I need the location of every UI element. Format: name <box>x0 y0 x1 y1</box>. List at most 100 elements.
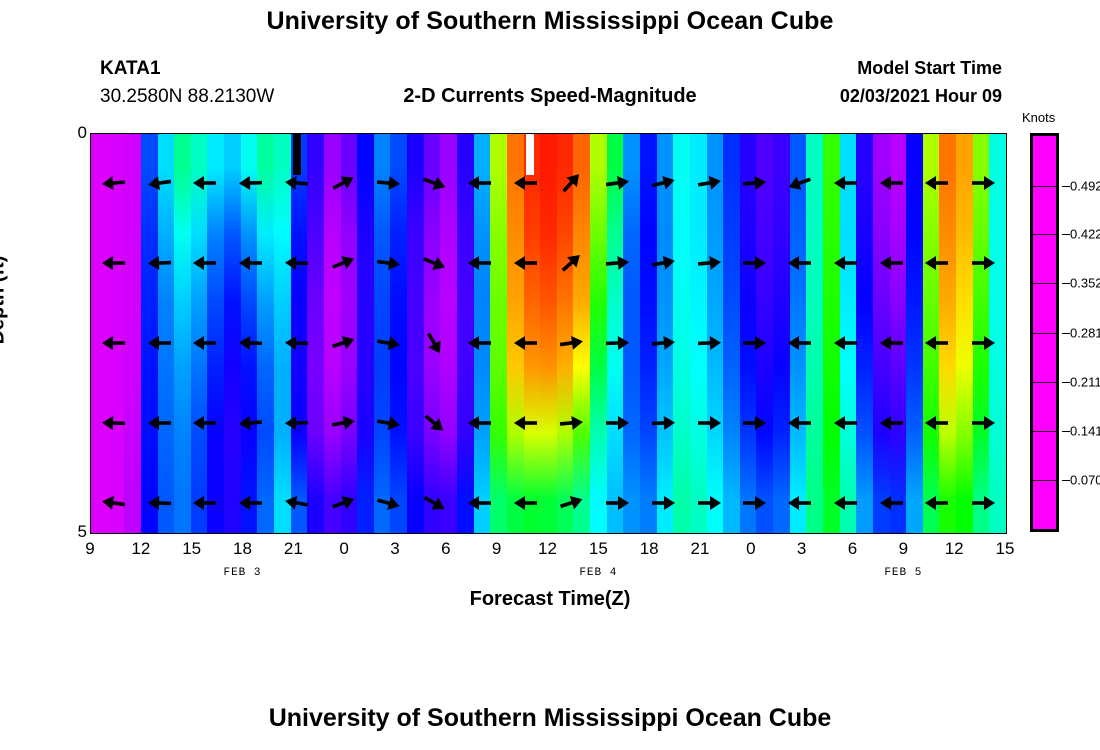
heatmap-column <box>956 134 974 533</box>
y-axis-tick-right <box>1006 201 1007 202</box>
heatmap-column <box>739 134 758 533</box>
colorbar-tick <box>1062 234 1070 236</box>
x-axis-day-label: FEB 5 <box>884 567 923 579</box>
heatmap-column <box>872 134 891 533</box>
x-axis-tick <box>345 533 346 534</box>
x-axis-tick <box>447 533 448 534</box>
colorbar-tick-label: 0.492 <box>1070 178 1100 194</box>
x-axis-tick <box>498 533 499 534</box>
x-axis-day-label: FEB 3 <box>223 567 262 579</box>
station-id-label: KATA1 <box>100 58 161 79</box>
heatmap-column <box>290 134 308 533</box>
heatmap-column <box>756 134 774 533</box>
x-axis-tick <box>294 533 295 534</box>
x-axis-title: Forecast Time(Z) <box>469 588 631 610</box>
x-axis-tick-top <box>650 133 651 134</box>
heatmap-column <box>856 134 874 533</box>
x-axis-tick-top <box>142 133 143 134</box>
x-axis-tick <box>599 533 600 534</box>
heatmap-column <box>506 134 525 533</box>
x-axis-tick-label: 18 <box>639 539 659 558</box>
heatmap-color-field <box>91 134 1006 533</box>
x-axis-tick-top <box>345 133 346 134</box>
y-axis-tick-right <box>1006 467 1007 468</box>
heatmap-column <box>573 134 591 533</box>
heatmap-column <box>656 134 674 533</box>
heatmap-column <box>457 134 475 533</box>
colorbar-tick <box>1062 430 1070 432</box>
heatmap-column <box>307 134 325 533</box>
x-axis-tick-top <box>904 133 905 134</box>
page-title: University of Southern Mississippi Ocean… <box>266 7 834 35</box>
x-axis-tick-top <box>244 133 245 134</box>
colorbar <box>1030 133 1070 532</box>
heatmap-column <box>706 134 724 533</box>
x-axis-tick <box>549 533 550 534</box>
heatmap-column <box>590 134 608 533</box>
heatmap-column <box>240 134 258 533</box>
x-axis-tick-label: 15 <box>182 539 202 558</box>
y-axis-tick <box>90 334 91 335</box>
x-axis-tick <box>803 533 804 534</box>
x-axis-tick-label: 0 <box>746 539 756 558</box>
x-axis-tick <box>955 533 956 534</box>
heatmap-column <box>906 134 924 533</box>
colorbar-tick-label: 0.070 <box>1070 472 1100 488</box>
x-axis-tick-top <box>498 133 499 134</box>
x-axis-tick <box>142 533 143 534</box>
colorbar-tick <box>1062 381 1070 383</box>
x-axis-tick <box>91 533 92 534</box>
colorbar-band-separator <box>1033 332 1056 334</box>
x-axis-tick-label: 12 <box>131 539 151 558</box>
colorbar-tick <box>1062 332 1070 334</box>
x-axis-tick <box>193 533 194 534</box>
colorbar-band-separator <box>1033 381 1056 383</box>
heatmap-column <box>323 134 342 533</box>
colorbar-tick <box>1062 480 1070 482</box>
x-axis-tick-top <box>549 133 550 134</box>
x-axis-tick <box>854 533 855 534</box>
x-axis-tick-label: 12 <box>944 539 964 558</box>
x-axis-tick <box>752 533 753 534</box>
colorbar-tick-label: 0.422 <box>1070 226 1100 242</box>
x-axis-tick-top <box>396 133 397 134</box>
heatmap-column <box>689 134 708 533</box>
colorbar-title: Knots <box>1022 110 1056 125</box>
heatmap-column <box>407 134 425 533</box>
colorbar-band-separator <box>1033 430 1056 432</box>
colorbar-band-separator <box>1033 185 1056 187</box>
y-axis-tick <box>90 201 91 202</box>
x-axis-tick-label: 15 <box>588 539 608 558</box>
x-axis-tick-top <box>752 133 753 134</box>
heatmap-column <box>922 134 941 533</box>
x-axis-tick <box>1005 533 1006 534</box>
colorbar-band-separator <box>1033 480 1056 482</box>
heatmap-column <box>556 134 575 533</box>
x-axis-tick-label: 21 <box>283 539 303 558</box>
colorbar-band-separator <box>1033 234 1056 236</box>
footer-title: University of Southern Mississippi Ocean… <box>268 704 832 732</box>
heatmap-column <box>224 134 242 533</box>
x-axis-tick-top <box>701 133 702 134</box>
colorbar-tick <box>1062 185 1070 187</box>
missing-data-bar <box>526 134 534 176</box>
heatmap-column <box>839 134 857 533</box>
colorbar-gradient <box>1033 136 1056 529</box>
heatmap-column <box>723 134 741 533</box>
x-axis-tick-top <box>599 133 600 134</box>
y-axis-title: Depth (ft) <box>0 255 9 345</box>
x-axis-tick-label: 6 <box>441 539 451 558</box>
heatmap-column <box>972 134 990 533</box>
x-axis-day-label: FEB 4 <box>579 567 618 579</box>
y-axis-tick-label: 0 <box>77 123 87 142</box>
heatmap-column <box>140 134 159 533</box>
heatmap-column <box>473 134 491 533</box>
heatmap-column <box>91 134 109 533</box>
heatmap-plot-area <box>90 133 1007 534</box>
y-axis-tick <box>90 533 91 534</box>
heatmap-column <box>806 134 824 533</box>
heatmap-column <box>673 134 691 533</box>
y-axis-tick-right <box>1006 267 1007 268</box>
heatmap-column <box>257 134 275 533</box>
